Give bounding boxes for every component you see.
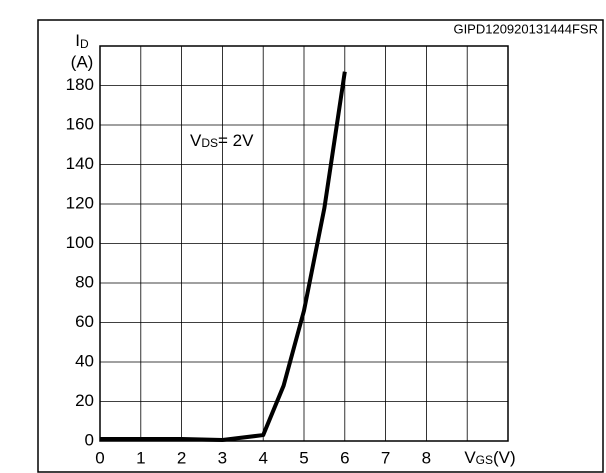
x-tick-label: 6 — [340, 448, 349, 467]
y-tick-label: 80 — [75, 272, 94, 291]
x-tick-label: 7 — [381, 448, 390, 467]
y-tick-label: 120 — [66, 193, 94, 212]
y-axis-unit: (A) — [71, 52, 94, 71]
x-tick-label: 1 — [136, 448, 145, 467]
frame — [37, 19, 604, 473]
y-tick-label: 40 — [75, 351, 94, 370]
y-tick-label: 20 — [75, 391, 94, 410]
y-axis-label: ID — [75, 31, 89, 51]
x-tick-label: 3 — [218, 448, 227, 467]
x-tick-label: 0 — [95, 448, 104, 467]
y-tick-label: 100 — [66, 233, 94, 252]
x-tick-label: 2 — [177, 448, 186, 467]
data-line — [100, 71, 347, 443]
x-axis-label: VGS(V) — [464, 448, 515, 467]
y-tick-label: 0 — [85, 430, 94, 449]
x-tick-label: 5 — [299, 448, 308, 467]
y-tick-label: 60 — [75, 312, 94, 331]
x-tick-label: 8 — [422, 448, 431, 467]
annotation: VDS= 2V — [190, 131, 254, 150]
figure-code: GIPD120920131444FSR — [453, 21, 598, 36]
y-tick-label: 140 — [66, 154, 94, 173]
y-tick-label: 180 — [66, 75, 94, 94]
plot-border — [99, 45, 509, 442]
x-tick-label: 4 — [258, 448, 267, 467]
y-tick-label: 160 — [66, 114, 94, 133]
